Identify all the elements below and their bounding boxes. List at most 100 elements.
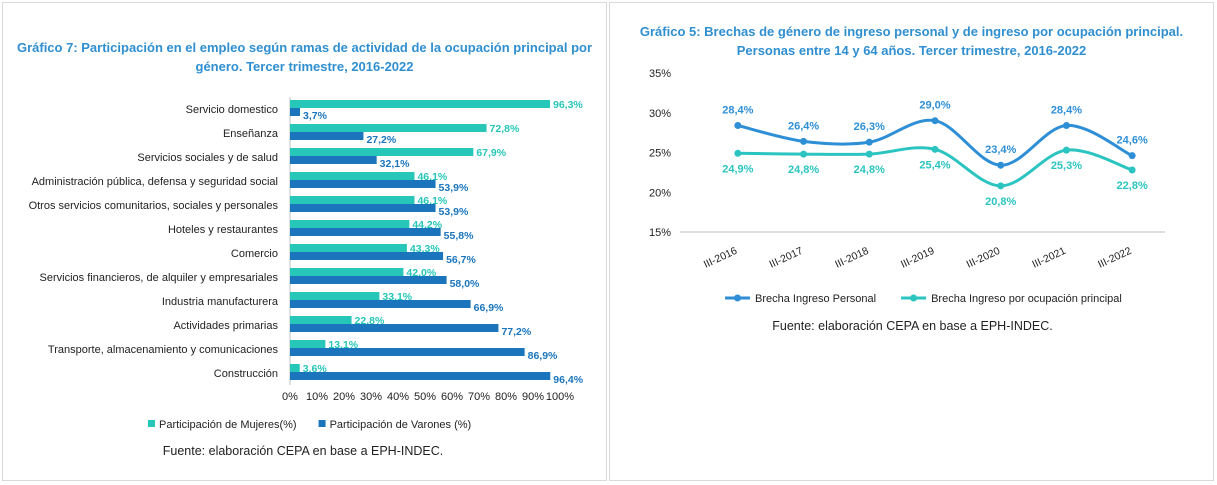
- bar-varones: [290, 252, 444, 260]
- bar-mujeres: [290, 172, 415, 180]
- bar-category-label: Transporte, almacenamiento y comunicacio…: [48, 344, 279, 356]
- employment-bar-chart: Servicio domestico 96,3% 3,7% Enseñanza 72,8…: [29, 97, 584, 431]
- bar-varones: [290, 348, 525, 356]
- line-y-tick-label: 30%: [649, 108, 671, 120]
- line-point: [931, 145, 939, 153]
- line-data-label: 20,8%: [985, 196, 1016, 208]
- legend-label-varones: Participación de Varones (%): [330, 419, 472, 431]
- bar-mujeres: [290, 364, 300, 372]
- line-data-label: 23,4%: [985, 144, 1016, 156]
- bar-data-label: 53,9%: [439, 206, 469, 218]
- legend-swatch-varones: [318, 420, 326, 427]
- bar-mujeres: [290, 124, 487, 132]
- line-data-label: 26,3%: [854, 121, 885, 133]
- line-point: [1062, 121, 1070, 129]
- bar-category-label: Otros servicios comunitarios, sociales y…: [29, 200, 279, 212]
- line-data-label: 24,9%: [722, 163, 753, 175]
- line-x-tick-label: III-2017: [767, 245, 804, 271]
- bar-x-tick-label: 0%: [282, 391, 298, 403]
- bar-category-label: Servicios sociales y de salud: [137, 152, 278, 164]
- employment-chart-panel: Gráfico 7: Participación en el empleo se…: [2, 2, 607, 481]
- bar-data-label: 58,0%: [450, 278, 480, 290]
- bar-varones: [290, 324, 499, 332]
- bar-varones: [290, 228, 441, 236]
- bar-x-tick-label: 80%: [495, 391, 517, 403]
- line-data-label: 24,8%: [788, 164, 819, 176]
- line-point: [931, 117, 939, 125]
- bar-data-label: 56,7%: [446, 254, 476, 266]
- line-x-tick-label: III-2016: [702, 245, 739, 271]
- line-data-label: 29,0%: [919, 100, 950, 112]
- line-x-tick-label: III-2019: [899, 245, 936, 271]
- bar-category-label: Hoteles y restaurantes: [168, 224, 279, 236]
- line-point: [1128, 152, 1136, 160]
- line-data-label: 24,6%: [1117, 135, 1148, 147]
- bar-mujeres: [290, 196, 415, 204]
- line-point: [997, 182, 1005, 190]
- line-point: [800, 137, 808, 145]
- bar-data-label: 96,4%: [553, 374, 583, 386]
- line-data-label: 24,8%: [854, 164, 885, 176]
- line-data-label: 28,4%: [1051, 104, 1082, 116]
- bar-mujeres: [290, 316, 352, 324]
- bar-mujeres: [290, 340, 326, 348]
- legend-marker-ocupacion: [910, 294, 918, 302]
- bar-data-label: 32,1%: [380, 158, 410, 170]
- bar-mujeres: [290, 292, 380, 300]
- income-gap-chart-title: Gráfico 5: Brechas de género de ingreso …: [639, 24, 1184, 58]
- bar-x-tick-label: 40%: [387, 391, 409, 403]
- legend-label-personal: Brecha Ingreso Personal: [755, 293, 876, 305]
- bar-data-label: 86,9%: [528, 350, 558, 362]
- line-point: [734, 149, 742, 157]
- bar-varones: [290, 372, 551, 380]
- line-point: [997, 161, 1005, 169]
- line-point: [865, 138, 873, 146]
- bar-category-label: Administración pública, defensa y seguri…: [32, 176, 278, 188]
- bar-mujeres: [290, 220, 410, 228]
- bar-category-label: Comercio: [231, 248, 278, 260]
- line-point: [734, 121, 742, 129]
- bar-varones: [290, 108, 300, 116]
- employment-chart-title: Gráfico 7: Participación en el empleo se…: [16, 40, 593, 74]
- bar-category-label: Enseñanza: [223, 128, 279, 140]
- bar-data-label: 3,7%: [303, 110, 328, 122]
- bar-category-label: Servicios financieros, de alquiler y emp…: [40, 272, 279, 284]
- line-x-tick-label: III-2022: [1096, 245, 1133, 271]
- bar-data-label: 67,9%: [476, 147, 506, 159]
- bar-x-tick-label: 30%: [360, 391, 382, 403]
- line-point: [865, 150, 873, 158]
- bar-varones: [290, 276, 447, 284]
- bar-varones: [290, 180, 436, 188]
- line-y-tick-label: 25%: [649, 148, 671, 160]
- line-x-tick-label: III-2021: [1030, 245, 1067, 271]
- line-data-label: 26,4%: [788, 120, 819, 132]
- line-point: [1128, 166, 1136, 174]
- bar-x-tick-label: 70%: [468, 391, 490, 403]
- bar-category-label: Servicio domestico: [186, 104, 278, 116]
- bar-x-tick-label: 50%: [414, 391, 436, 403]
- line-data-label: 28,4%: [722, 104, 753, 116]
- legend-swatch-mujeres: [148, 420, 155, 427]
- bar-mujeres: [290, 100, 551, 108]
- bar-varones: [290, 132, 364, 140]
- bar-data-label: 96,3%: [553, 99, 583, 111]
- line-y-tick-label: 20%: [649, 187, 671, 199]
- line-data-label: 25,4%: [919, 159, 950, 171]
- bar-varones: [290, 156, 377, 164]
- line-data-label: 25,3%: [1051, 160, 1082, 172]
- line-data-label: 22,8%: [1117, 180, 1148, 192]
- line-y-tick-label: 35%: [649, 68, 671, 80]
- income-gap-line-chart: 15% 20% 25% 30% 35% III-2016 III-2017 III-2018 I…: [649, 68, 1165, 305]
- bar-x-tick-label: 20%: [333, 391, 355, 403]
- income-gap-chart-source: Fuente: elaboración CEPA en base a EPH-I…: [772, 319, 1053, 333]
- bar-x-tick-label: 100%: [546, 391, 574, 403]
- legend-label-mujeres: Participación de Mujeres(%): [159, 419, 297, 431]
- bar-data-label: 53,9%: [439, 182, 469, 194]
- bar-data-label: 27,2%: [366, 134, 396, 146]
- line-point: [1062, 146, 1070, 154]
- bar-mujeres: [290, 148, 474, 156]
- bar-varones: [290, 300, 471, 308]
- legend-label-ocupacion: Brecha Ingreso por ocupación principal: [931, 293, 1122, 305]
- employment-chart-source: Fuente: elaboración CEPA en base a EPH-I…: [162, 444, 444, 458]
- bar-mujeres: [290, 268, 404, 276]
